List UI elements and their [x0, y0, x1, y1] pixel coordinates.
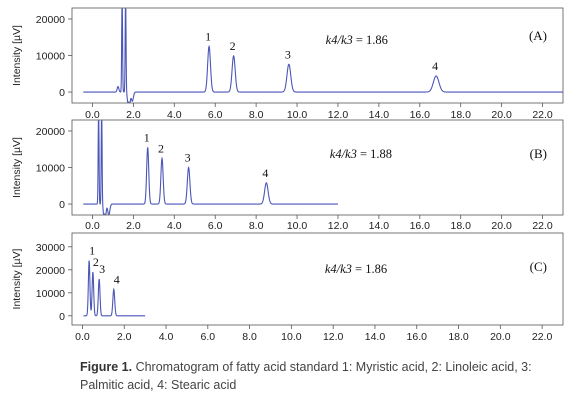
- x-tick-label: 0.0: [85, 220, 100, 232]
- ratio-annotation: k4/k3 = 1.86: [326, 33, 388, 47]
- x-tick-label: 16.0: [410, 220, 431, 232]
- ratio-value: = 1.86: [352, 262, 387, 276]
- peak-label: 2: [158, 141, 164, 155]
- x-tick-label: 6.0: [208, 220, 223, 232]
- ratio-symbol: k4/k3: [330, 147, 357, 161]
- panel-label: (B): [530, 146, 547, 161]
- peak-label: 4: [114, 272, 120, 286]
- y-tick-label: 30000: [36, 242, 65, 254]
- x-tick-label: 12.0: [328, 220, 349, 232]
- x-tick-label: 2.0: [126, 109, 141, 121]
- peak-label: 4: [432, 59, 438, 73]
- peak-label: 3: [285, 47, 291, 61]
- ratio-symbol: k4/k3: [325, 262, 352, 276]
- x-tick-label: 20.0: [491, 109, 512, 121]
- chromatogram-trace: [83, 8, 563, 103]
- figure-caption: Figure 1. Chromatogram of fatty acid sta…: [80, 358, 560, 394]
- x-tick-label: 22.0: [532, 331, 553, 343]
- y-tick-label: 20000: [36, 126, 65, 138]
- y-tick-label: 10000: [36, 163, 65, 175]
- panel-label: (A): [529, 28, 547, 43]
- peak-label: 1: [89, 244, 95, 258]
- x-tick-label: 4.0: [167, 220, 182, 232]
- x-tick-label: 18.0: [450, 220, 471, 232]
- chromatogram-trace: [83, 120, 338, 215]
- y-axis-label: Intensity [µV]: [11, 248, 23, 309]
- x-tick-label: 16.0: [410, 109, 431, 121]
- plot-frame: [71, 232, 564, 326]
- chart-panel-1: 20000 10000 0 0.0 2.0 4.0 6.0 8.0 10.0 12.0 14.0 16…: [11, 7, 564, 121]
- ratio-value: = 1.88: [357, 147, 392, 161]
- y-tick-label: 0: [59, 311, 65, 323]
- x-tick-label: 12.0: [323, 331, 344, 343]
- x-tick-label: 2.0: [126, 220, 141, 232]
- peak-label: 2: [93, 255, 99, 269]
- x-tick-label: 8.0: [249, 220, 264, 232]
- peak-label: 1: [144, 130, 150, 144]
- ratio-annotation: k4/k3 = 1.88: [330, 147, 392, 161]
- chromatogram-trace: [83, 260, 146, 317]
- y-tick-label: 20000: [36, 265, 65, 277]
- x-tick-label: 8.0: [249, 109, 264, 121]
- caption-label: Figure 1.: [80, 360, 133, 374]
- x-tick-label: 14.0: [369, 220, 390, 232]
- ratio-symbol: k4/k3: [326, 33, 353, 47]
- x-tick-label: 6.0: [201, 331, 216, 343]
- y-tick-label: 20000: [36, 14, 65, 26]
- x-tick-label: 22.0: [532, 220, 553, 232]
- x-tick-label: 10.0: [281, 331, 302, 343]
- y-axis-label: Intensity [µV]: [11, 25, 23, 86]
- peak-label: 4: [262, 166, 268, 180]
- peak-label: 3: [185, 151, 191, 165]
- x-tick-label: 4.0: [159, 331, 174, 343]
- plot-frame: [71, 7, 564, 104]
- x-tick-label: 20.0: [491, 220, 512, 232]
- x-tick-label: 14.0: [365, 331, 386, 343]
- y-tick-label: 10000: [36, 51, 65, 63]
- x-tick-label: 2.0: [117, 331, 132, 343]
- x-tick-label: 18.0: [450, 109, 471, 121]
- x-tick-label: 8.0: [242, 331, 257, 343]
- caption-text: Chromatogram of fatty acid standard 1: M…: [80, 360, 532, 392]
- chart-panel-3: 30000 20000 10000 0 0.0 2.0 4.0 6.0 8.0 10.0 12.0 1…: [11, 232, 564, 343]
- x-tick-label: 12.0: [328, 109, 349, 121]
- x-tick-label: 0.0: [85, 109, 100, 121]
- y-tick-label: 10000: [36, 288, 65, 300]
- x-tick-label: 14.0: [369, 109, 390, 121]
- x-tick-label: 0.0: [75, 331, 90, 343]
- y-tick-label: 0: [59, 199, 65, 211]
- peak-label: 2: [230, 39, 236, 53]
- y-tick-label: 0: [59, 87, 65, 99]
- x-tick-label: 20.0: [490, 331, 511, 343]
- x-tick-label: 10.0: [287, 109, 308, 121]
- peak-label: 1: [205, 29, 211, 43]
- x-tick-label: 4.0: [167, 109, 182, 121]
- x-tick-label: 18.0: [448, 331, 469, 343]
- x-tick-label: 22.0: [532, 109, 553, 121]
- peak-label: 3: [99, 262, 105, 276]
- x-tick-label: 6.0: [208, 109, 223, 121]
- ratio-value: = 1.86: [353, 33, 388, 47]
- y-axis-label: Intensity [µV]: [11, 137, 23, 198]
- panel-label: (C): [530, 259, 547, 274]
- x-tick-label: 16.0: [407, 331, 428, 343]
- chart-panel-2: 20000 10000 0 0.0 2.0 4.0 6.0 8.0 10.0 12.0 14.0 16…: [11, 119, 564, 232]
- ratio-annotation: k4/k3 = 1.86: [325, 262, 387, 276]
- x-tick-label: 10.0: [287, 220, 308, 232]
